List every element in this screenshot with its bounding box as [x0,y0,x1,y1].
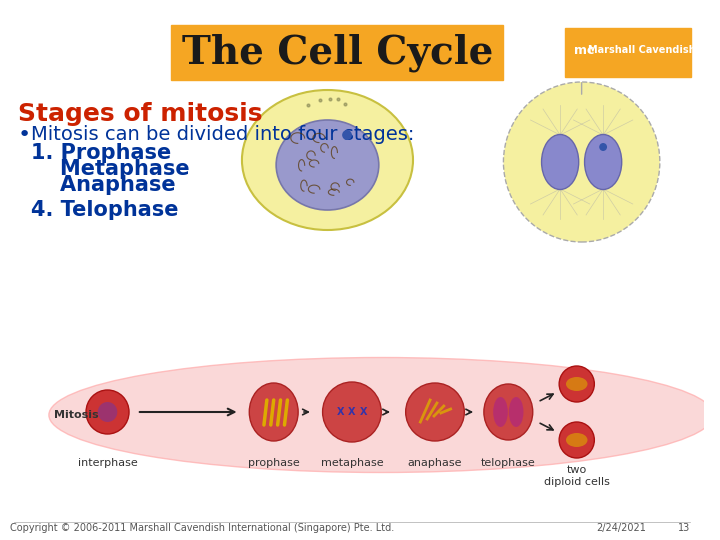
Circle shape [559,422,594,458]
Text: Stages of mitosis: Stages of mitosis [17,102,262,126]
Text: interphase: interphase [78,458,138,468]
Text: 1. Prophase: 1. Prophase [31,143,171,163]
Text: 13: 13 [678,523,690,533]
Text: Copyright © 2006-2011 Marshall Cavendish International (Singapore) Pte. Ltd.: Copyright © 2006-2011 Marshall Cavendish… [10,523,394,533]
Text: Metaphase: Metaphase [31,159,190,179]
Ellipse shape [541,134,579,190]
Text: mc: mc [574,44,594,57]
Circle shape [599,143,607,151]
Text: •: • [17,125,31,145]
Circle shape [98,402,117,422]
Ellipse shape [493,397,508,427]
Text: X: X [360,407,367,417]
Text: Mitosis can be divided into four stages:: Mitosis can be divided into four stages: [31,125,415,144]
Text: telophase: telophase [481,458,536,468]
Ellipse shape [249,383,298,441]
Circle shape [86,390,129,434]
Circle shape [559,366,594,402]
FancyBboxPatch shape [171,25,503,80]
Text: metaphase: metaphase [320,458,383,468]
Ellipse shape [509,397,523,427]
FancyBboxPatch shape [565,28,691,77]
Ellipse shape [405,383,464,441]
Text: Mitosis: Mitosis [54,410,99,420]
Circle shape [503,82,660,242]
Text: anaphase: anaphase [408,458,462,468]
Ellipse shape [566,433,588,447]
Ellipse shape [276,120,379,210]
Text: two
diploid cells: two diploid cells [544,465,610,487]
Circle shape [342,130,352,140]
Ellipse shape [484,384,533,440]
Ellipse shape [323,382,381,442]
Ellipse shape [585,134,621,190]
Text: 2/24/2021: 2/24/2021 [596,523,646,533]
Text: prophase: prophase [248,458,300,468]
Text: The Cell Cycle: The Cell Cycle [181,33,493,72]
Ellipse shape [242,90,413,230]
Ellipse shape [566,377,588,391]
Text: X: X [348,407,356,417]
Text: X: X [336,407,344,417]
Ellipse shape [49,357,714,472]
Text: Marshall Cavendish: Marshall Cavendish [588,45,696,55]
Text: 4. Telophase: 4. Telophase [31,200,179,220]
Text: Anaphase: Anaphase [31,175,176,195]
